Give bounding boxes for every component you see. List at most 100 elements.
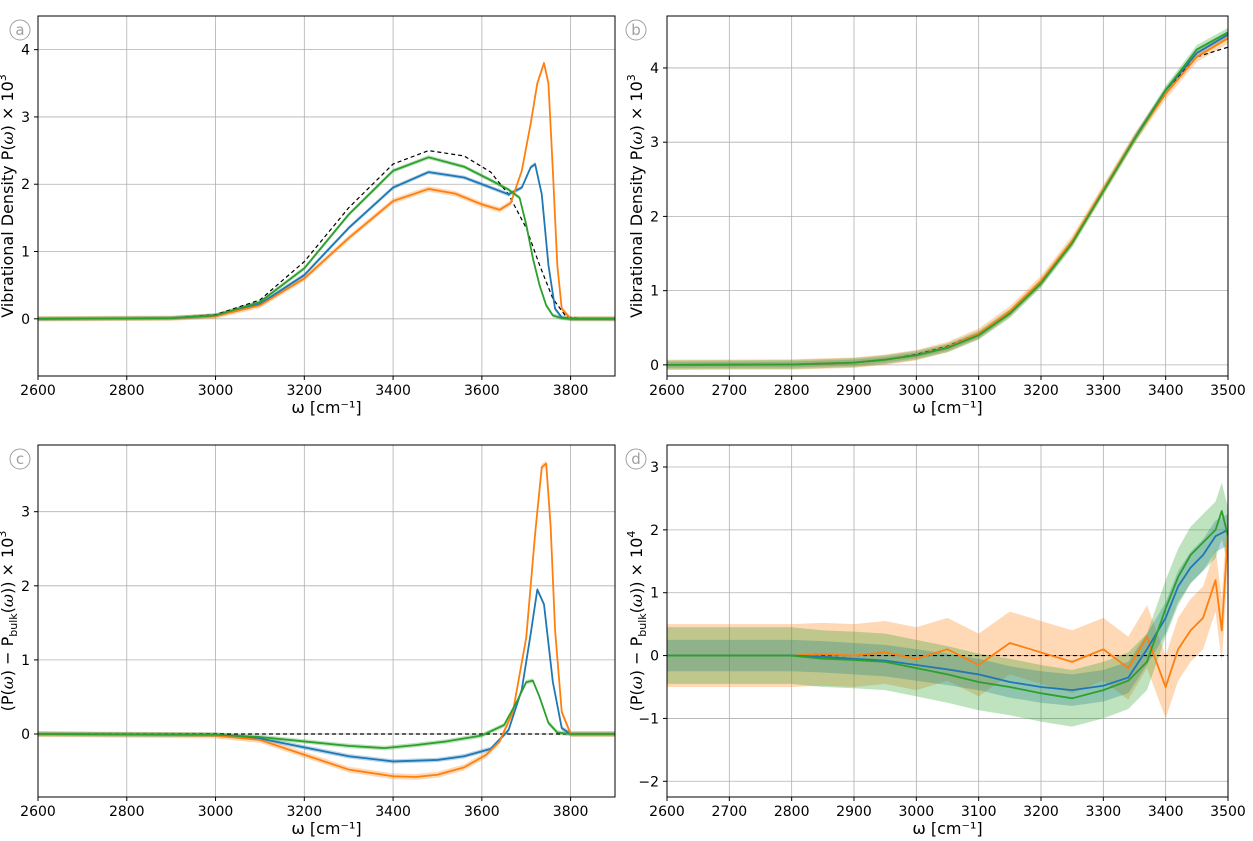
panel-label: b	[631, 21, 641, 39]
series-orange-line	[38, 62, 615, 320]
y-tick-label: 1	[650, 284, 659, 300]
y-axis-label: (P(ω) − Pbulk(ω)) × 104	[625, 531, 649, 712]
series-green-line	[667, 31, 1228, 366]
series-orange-band	[667, 33, 1228, 371]
series-blue-line	[667, 33, 1228, 366]
axes-frame	[37, 15, 616, 377]
x-tick-label: 2600	[20, 804, 56, 820]
y-tick-label: 0	[21, 312, 30, 328]
x-axis-label: ω [cm⁻¹]	[291, 819, 361, 838]
x-tick-label: 2600	[649, 383, 685, 399]
x-axis-label: ω [cm⁻¹]	[291, 398, 361, 417]
x-tick-label: 2800	[774, 804, 810, 820]
x-tick-label: 3200	[286, 383, 322, 399]
y-tick-label: 4	[21, 43, 30, 59]
x-tick-label: 2800	[774, 383, 810, 399]
y-tick-label: 3	[21, 110, 30, 126]
x-tick-label: 3000	[198, 383, 234, 399]
y-tick-label: 3	[650, 460, 659, 476]
axes-frame	[37, 444, 616, 798]
y-tick-label: 1	[21, 245, 30, 261]
y-tick-label: 0	[650, 358, 659, 374]
y-axis-label: Vibrational Density P(ω) × 103	[0, 74, 17, 318]
x-axis-label: ω [cm⁻¹]	[912, 819, 982, 838]
reference-line	[667, 46, 1228, 366]
y-tick-label: 2	[21, 177, 30, 193]
x-tick-label: 2700	[712, 383, 748, 399]
panel-label-circle	[9, 448, 31, 470]
series-green-line	[38, 679, 615, 749]
series-blue-band	[667, 31, 1228, 368]
x-tick-label: 2800	[109, 804, 145, 820]
series-green-line	[667, 510, 1228, 700]
series-blue-line	[667, 529, 1228, 692]
panel-d: 2600 2700 2800 2900 3000 3100 3200 3300 3400 3500…	[625, 444, 1246, 838]
x-tick-label: 3400	[1148, 383, 1184, 399]
x-tick-label: 3500	[1210, 383, 1246, 399]
y-tick-label: 1	[21, 653, 30, 669]
y-tick-label: 3	[650, 135, 659, 151]
series-orange-line	[667, 532, 1228, 688]
x-tick-label: 3400	[375, 383, 411, 399]
x-tick-label: 3200	[1023, 383, 1059, 399]
y-tick-label: 3	[21, 505, 30, 521]
y-tick-label: 2	[650, 523, 659, 539]
x-tick-label: 2900	[836, 804, 872, 820]
plot-area	[38, 60, 615, 322]
x-tick-label: 3800	[553, 383, 589, 399]
plot-area	[38, 460, 615, 780]
x-tick-label: 3300	[1086, 804, 1122, 820]
series-green-line	[38, 156, 615, 320]
series-green-band	[38, 678, 615, 751]
axes-frame	[666, 15, 1229, 377]
panel-a: 2600 2800 3000 3200 3400 3600 3800 0 1 2 3 4 ω [cm⁻¹…	[0, 15, 616, 417]
panel-label-circle	[625, 19, 647, 41]
x-tick-label: 3300	[1086, 383, 1122, 399]
y-tick-label: 1	[650, 586, 659, 602]
x-tick-label: 3400	[1148, 804, 1184, 820]
x-tick-label: 3000	[899, 804, 935, 820]
panel-label: d	[631, 450, 641, 468]
x-tick-label: 2600	[649, 804, 685, 820]
panel-label: c	[16, 450, 24, 468]
panel-label-circle	[625, 448, 647, 470]
series-blue-line	[38, 163, 615, 320]
plot-area	[667, 27, 1228, 371]
y-tick-label: 2	[650, 209, 659, 225]
panel-label-circle	[9, 19, 31, 41]
x-tick-label: 3100	[961, 383, 997, 399]
series-orange-band	[667, 501, 1228, 719]
series-green-band	[667, 27, 1228, 370]
series-orange-line	[667, 37, 1228, 366]
x-tick-label: 3200	[1023, 804, 1059, 820]
y-tick-label: 4	[650, 61, 659, 77]
y-tick-label: −1	[638, 711, 659, 727]
x-tick-label: 3000	[198, 804, 234, 820]
plot-area	[667, 482, 1228, 727]
x-tick-label: 2800	[109, 383, 145, 399]
x-tick-label: 3600	[464, 804, 500, 820]
x-tick-label: 3500	[1210, 804, 1246, 820]
y-axis-label: (P(ω) − Pbulk(ω)) × 103	[0, 531, 20, 712]
series-orange-line	[38, 462, 615, 778]
x-tick-label: 2900	[836, 383, 872, 399]
y-tick-label: 0	[650, 649, 659, 665]
x-tick-label: 3800	[553, 804, 589, 820]
x-tick-label: 2700	[712, 804, 748, 820]
y-tick-label: 0	[21, 727, 30, 743]
y-tick-label: −2	[638, 774, 659, 790]
series-green-band	[667, 482, 1228, 727]
series-orange-band	[38, 60, 615, 322]
panel-c: 2600 2800 3000 3200 3400 3600 3800 0 1 2 3 ω [cm⁻¹]…	[0, 444, 616, 838]
panel-b: 2600 2700 2800 2900 3000 3100 3200 3300 3400 3500…	[625, 15, 1246, 417]
panel-label: a	[15, 21, 24, 39]
x-tick-label: 3400	[375, 804, 411, 820]
x-axis-label: ω [cm⁻¹]	[912, 398, 982, 417]
y-tick-label: 2	[21, 579, 30, 595]
x-tick-label: 2600	[20, 383, 56, 399]
y-axis-label: Vibrational Density P(ω) × 103	[625, 74, 646, 318]
axes-frame	[666, 444, 1229, 798]
x-tick-label: 3000	[899, 383, 935, 399]
x-tick-label: 3600	[464, 383, 500, 399]
